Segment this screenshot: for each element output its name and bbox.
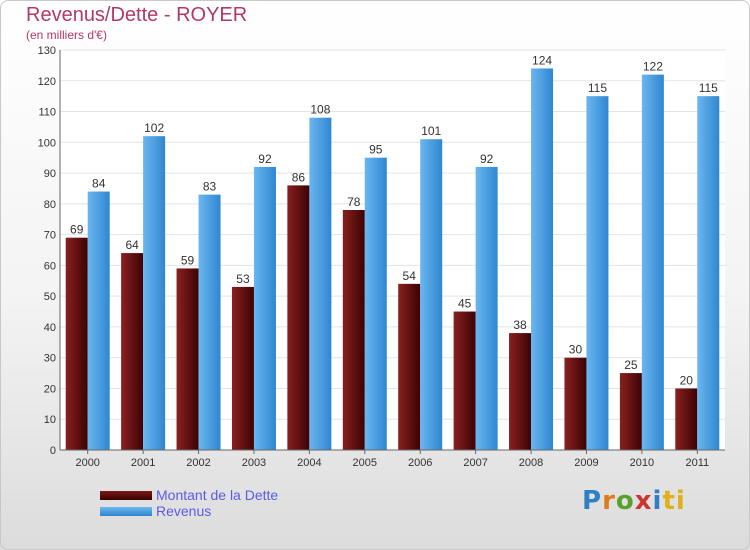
data-label-revenue: 124 <box>532 53 552 67</box>
bar-revenue <box>586 96 609 451</box>
x-tick-label: 2010 <box>630 457 654 469</box>
bar-debt <box>619 373 642 450</box>
data-label-debt: 54 <box>403 269 417 283</box>
y-tick-label: 120 <box>38 76 56 88</box>
data-label-revenue: 84 <box>92 177 106 191</box>
x-tick-label: 2009 <box>574 457 598 469</box>
bar-debt <box>176 268 199 450</box>
bar-debt <box>398 283 421 450</box>
x-tick-label: 2008 <box>519 457 543 469</box>
bar-revenue <box>364 157 387 450</box>
data-label-revenue: 102 <box>144 121 164 135</box>
x-tick-label: 2002 <box>186 457 210 469</box>
y-tick-label: 80 <box>44 199 56 211</box>
y-tick-label: 20 <box>44 383 56 395</box>
bar-revenue <box>641 74 664 450</box>
y-tick-label: 130 <box>38 45 56 57</box>
proxiti-logo: Proxiti <box>582 486 686 516</box>
bar-debt <box>121 253 144 450</box>
bar-debt <box>675 388 698 450</box>
x-tick-label: 2003 <box>242 457 266 469</box>
data-label-debt: 45 <box>458 297 472 311</box>
data-label-revenue: 122 <box>643 60 663 74</box>
y-tick-label: 0 <box>50 445 56 457</box>
y-tick-label: 10 <box>44 414 56 426</box>
y-tick-label: 50 <box>44 291 56 303</box>
bar-revenue <box>253 166 276 450</box>
legend-swatch-debt <box>100 490 152 500</box>
bar-debt <box>509 333 532 450</box>
legend: Montant de la Dette Revenus <box>100 487 278 519</box>
y-tick-label: 60 <box>44 260 56 272</box>
y-tick-label: 90 <box>44 168 56 180</box>
x-tick-label: 2005 <box>353 457 377 469</box>
bars: 69 84 64 102 59 83 53 92 86 108 78 95 54 101 45 92 38 124… <box>65 53 720 451</box>
bar-revenue <box>87 191 110 451</box>
logo-letter: i <box>652 486 663 516</box>
bar-revenue <box>420 139 443 450</box>
data-label-debt: 25 <box>624 358 638 372</box>
data-label-debt: 53 <box>236 272 250 286</box>
bar-debt <box>65 237 88 450</box>
data-label-revenue: 92 <box>258 152 272 166</box>
logo-letter: x <box>634 486 653 516</box>
bar-revenue <box>697 96 720 451</box>
x-tick-label: 2011 <box>685 457 709 469</box>
bar-debt <box>564 357 587 450</box>
x-tick-label: 2000 <box>75 457 99 469</box>
bar-revenue <box>143 136 166 450</box>
y-tick-label: 110 <box>38 107 56 119</box>
logo-letter: o <box>615 486 635 516</box>
logo-letter: ti <box>662 486 686 516</box>
bar-revenue <box>309 117 332 450</box>
x-tick-label: 2006 <box>408 457 432 469</box>
data-label-debt: 20 <box>680 373 694 387</box>
logo-letter: P <box>582 486 603 516</box>
grid <box>60 49 725 451</box>
legend-item-debt: Montant de la Dette <box>100 487 278 503</box>
legend-label-debt: Montant de la Dette <box>156 487 279 503</box>
data-label-revenue: 115 <box>588 81 607 95</box>
y-tick-label: 40 <box>44 322 56 334</box>
data-label-debt: 64 <box>125 238 139 252</box>
bar-debt <box>453 311 476 450</box>
data-label-debt: 86 <box>292 170 306 184</box>
bar-revenue <box>475 166 498 450</box>
chart-title: Revenus/Dette - ROYER <box>26 4 248 26</box>
data-label-revenue: 83 <box>203 180 217 194</box>
x-tick-label: 2007 <box>463 457 487 469</box>
data-label-debt: 38 <box>513 318 527 332</box>
plot-area <box>60 50 725 450</box>
x-tick-label: 2004 <box>297 457 321 469</box>
bar-revenue <box>531 68 554 450</box>
chart-subtitle: (en milliers d'€) <box>26 28 107 42</box>
bar-debt <box>231 286 254 450</box>
data-label-revenue: 101 <box>421 124 441 138</box>
data-label-debt: 59 <box>181 253 195 267</box>
data-label-revenue: 108 <box>310 103 330 117</box>
legend-item-revenue: Revenus <box>100 503 278 519</box>
data-label-debt: 30 <box>569 343 583 357</box>
x-tick-label: 2001 <box>131 457 155 469</box>
axes: 0 10 20 30 40 50 60 70 80 90 100 110 120 130 2000 2001 2… <box>38 45 725 469</box>
data-label-revenue: 115 <box>699 81 718 95</box>
y-tick-label: 100 <box>38 137 56 149</box>
legend-label-revenue: Revenus <box>156 503 212 519</box>
bar-revenue <box>198 194 221 450</box>
y-tick-label: 70 <box>44 230 56 242</box>
data-label-debt: 69 <box>70 223 84 237</box>
bar-debt <box>287 185 310 450</box>
bar-debt <box>342 210 365 450</box>
data-label-debt: 78 <box>347 195 361 209</box>
y-tick-label: 30 <box>44 353 56 365</box>
legend-swatch-revenue <box>100 506 152 516</box>
logo-letter: r <box>602 486 616 516</box>
data-label-revenue: 92 <box>480 152 494 166</box>
data-label-revenue: 95 <box>369 143 383 157</box>
